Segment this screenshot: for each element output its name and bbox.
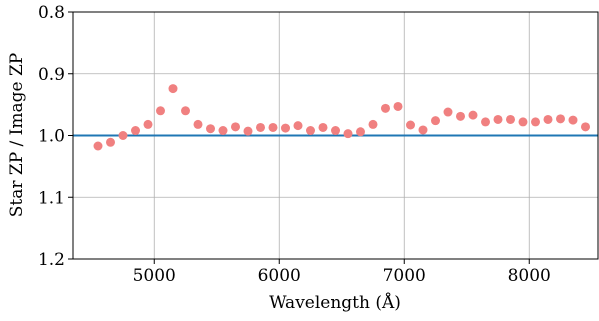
y-axis-label: Star ZP / Image ZP [7, 53, 27, 218]
y-tick-label: 0.8 [38, 3, 65, 23]
data-point [93, 141, 103, 151]
data-point [106, 137, 115, 147]
data-point [456, 111, 465, 121]
data-point [118, 131, 128, 140]
data-point [318, 122, 328, 132]
data-point [381, 103, 390, 113]
data-point [356, 127, 365, 137]
data-point [406, 120, 415, 130]
data-point [168, 84, 178, 94]
data-point [568, 115, 578, 125]
data-point [418, 125, 428, 135]
data-point [206, 124, 215, 134]
y-tick-label: 1.0 [38, 127, 65, 147]
data-point [443, 107, 453, 117]
y-tick-label: 0.9 [38, 65, 65, 85]
data-point [218, 126, 228, 136]
data-point [518, 117, 528, 127]
data-point [306, 126, 315, 136]
data-point [131, 126, 140, 136]
x-tick-label: 6000 [258, 266, 301, 286]
data-point [581, 122, 590, 132]
data-point [343, 129, 353, 139]
x-tick-label: 7000 [383, 266, 426, 286]
data-point [556, 114, 565, 124]
data-points [93, 84, 590, 151]
data-point [293, 121, 303, 131]
data-point [531, 117, 540, 127]
data-point [481, 117, 490, 127]
data-point [493, 114, 503, 124]
data-point [243, 126, 253, 136]
data-point [268, 122, 278, 132]
axis-ticks: 5000 6000 7000 8000 0.8 0.9 1.0 1.1 1.2 [38, 3, 551, 286]
data-point [181, 106, 190, 116]
x-tick-label: 5000 [133, 266, 176, 286]
data-point [431, 116, 440, 126]
data-point [231, 122, 240, 132]
x-tick-label: 8000 [508, 266, 551, 286]
data-point [143, 119, 153, 129]
x-axis-label: Wavelength (Å) [269, 292, 401, 313]
data-point [281, 123, 290, 133]
data-point [506, 114, 515, 124]
data-point [256, 122, 265, 132]
data-point [393, 101, 403, 111]
data-point [156, 106, 165, 116]
data-point [468, 110, 478, 120]
data-point [368, 119, 378, 129]
data-point [543, 114, 553, 124]
data-point [331, 126, 340, 136]
y-tick-label: 1.2 [38, 250, 65, 270]
y-tick-label: 1.1 [38, 188, 65, 208]
data-point [193, 119, 203, 129]
